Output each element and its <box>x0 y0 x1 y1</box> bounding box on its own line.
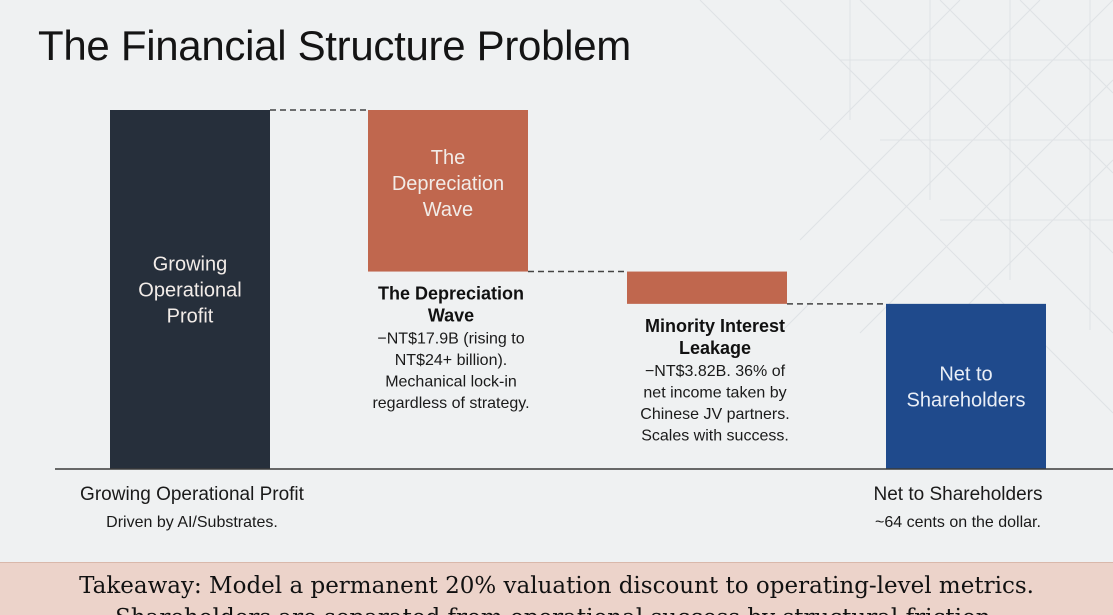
minority-interest-leakage-annotation-body: Scales with success. <box>641 427 789 444</box>
growing-operational-profit-bar-text: Operational <box>138 280 241 302</box>
net-to-shareholders-bar <box>886 303 1046 469</box>
the-depreciation-wave-annotation-body: NT$24+ billion). <box>395 352 508 369</box>
the-depreciation-wave-bar-text: Depreciation <box>392 173 504 195</box>
net-to-shareholders-axis-label: Net to Shareholders <box>874 484 1043 505</box>
takeaway-text: Takeaway: Model a permanent 20% valuatio… <box>79 573 1034 599</box>
minority-interest-leakage-annotation-body: −NT$3.82B. 36% of <box>645 363 786 380</box>
net-to-shareholders-bar-text: Net to <box>939 363 992 385</box>
the-depreciation-wave-annotation-body: regardless of strategy. <box>372 395 529 412</box>
waterfall-chart: Growing Operational Profit The Depreciation W… <box>55 109 1113 531</box>
takeaway-banner: Takeaway: Model a permanent 20% valuatio… <box>0 562 1113 615</box>
net-to-shareholders-bar-text: Shareholders <box>907 389 1026 411</box>
takeaway-subtext: Shareholders are separated from operatio… <box>0 605 1113 615</box>
growing-operational-profit-bar <box>110 110 270 469</box>
page-title: The Financial Structure Problem <box>38 22 631 69</box>
growing-operational-profit-bar-text: Growing <box>153 254 227 276</box>
minority-interest-leakage-annotation-title: Minority Interest <box>645 316 785 336</box>
the-depreciation-wave-annotation-body: Mechanical lock-in <box>385 374 517 391</box>
minority-interest-leakage-annotation-body: net income taken by <box>643 384 786 401</box>
growing-operational-profit-axis-sublabel: Driven by AI/Substrates. <box>106 514 278 531</box>
growing-operational-profit-axis-label: Growing Operational Profit <box>80 484 305 505</box>
the-depreciation-wave-bar-text: The <box>431 147 465 169</box>
the-depreciation-wave-annotation-body: −NT$17.9B (rising to <box>377 331 524 348</box>
growing-operational-profit-bar-text: Profit <box>167 306 214 328</box>
the-depreciation-wave-annotation-title: The Depreciation <box>378 284 524 304</box>
background-grid-pattern <box>699 0 1113 414</box>
minority-interest-leakage-bar <box>627 271 787 304</box>
the-depreciation-wave-bar-text: Wave <box>423 199 473 221</box>
net-to-shareholders-axis-sublabel: ~64 cents on the dollar. <box>875 514 1041 531</box>
the-depreciation-wave-annotation-title: Wave <box>428 306 474 326</box>
the-depreciation-wave-bar <box>368 110 528 272</box>
minority-interest-leakage-annotation-title: Leakage <box>679 338 751 358</box>
minority-interest-leakage-annotation-body: Chinese JV partners. <box>640 406 789 423</box>
